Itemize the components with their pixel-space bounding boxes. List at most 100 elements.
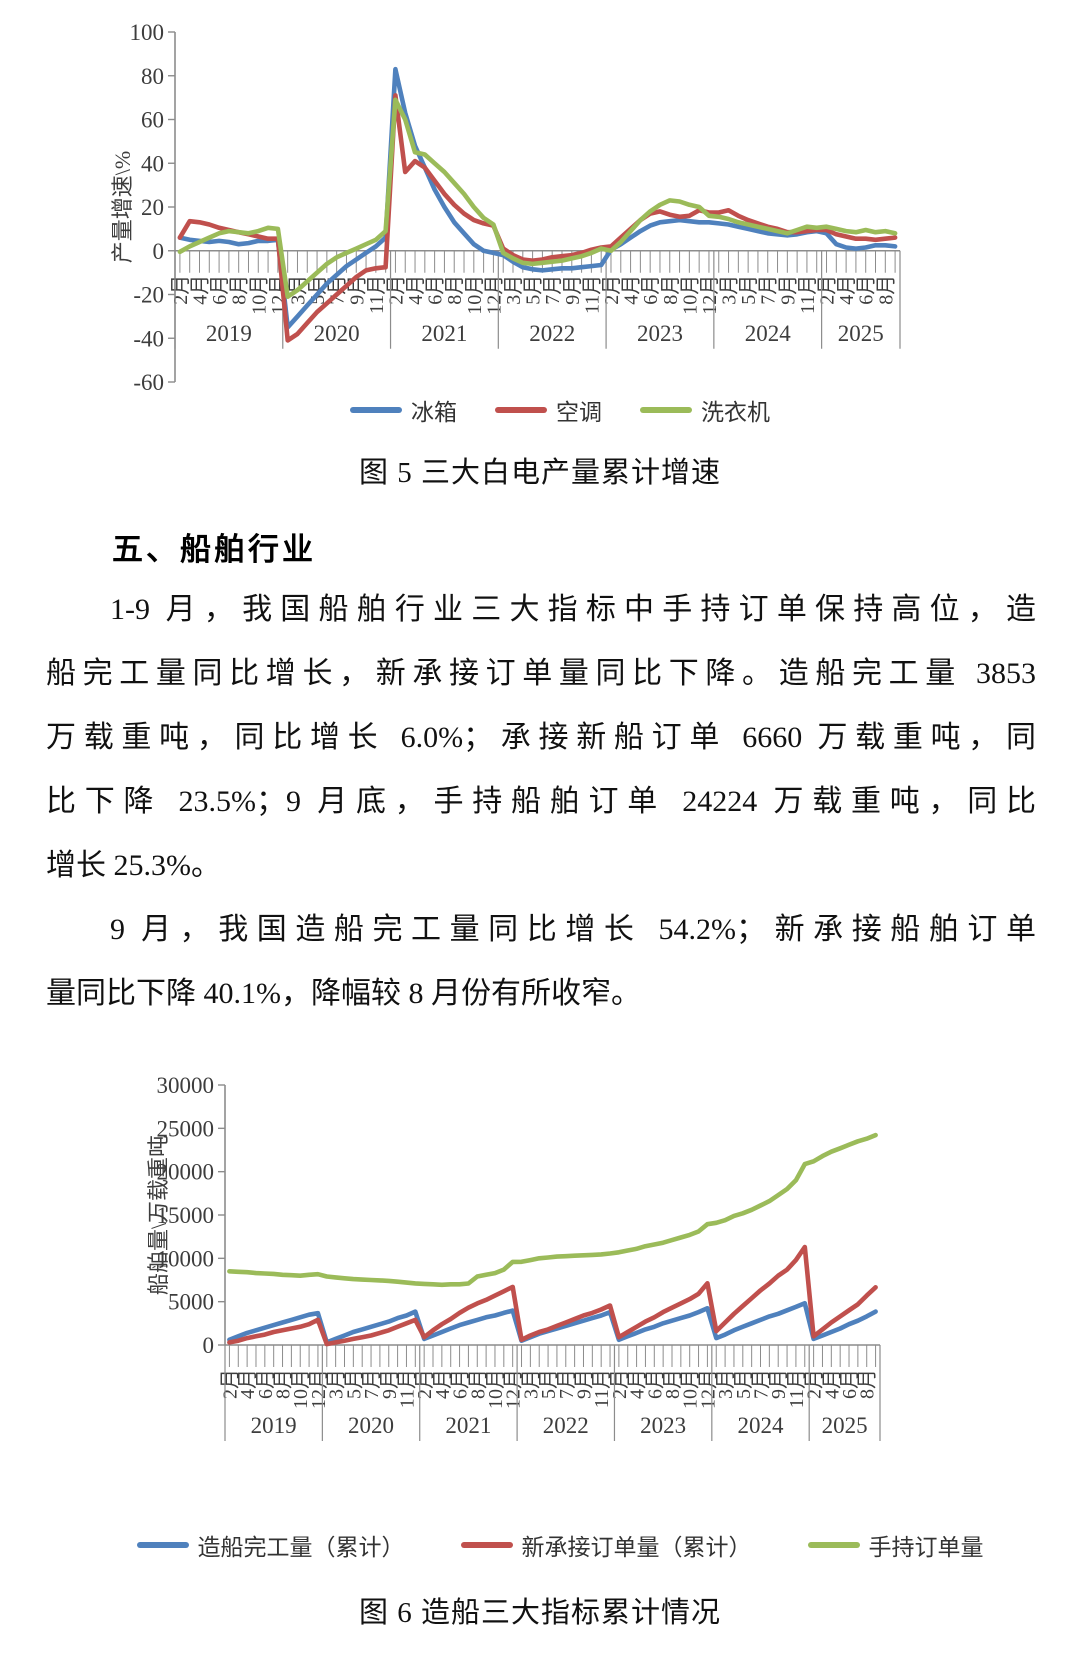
year-label: 2023 <box>640 1413 686 1438</box>
body-text: 1-9 月，我国船舶行业三大指标中手持订单保持高位，造 船完工量同比增长，新承接… <box>46 578 1036 1026</box>
month-tick-label: 11月 <box>786 1369 808 1408</box>
y-axis-tick-label: 30000 <box>157 1073 215 1098</box>
y-axis-tick-label: 0 <box>203 1333 215 1358</box>
series-line-2 <box>177 97 898 300</box>
month-tick-label: 9月 <box>768 1369 790 1399</box>
legend-label: 手持订单量 <box>868 1535 984 1560</box>
series-line-1 <box>227 1244 878 1347</box>
month-tick-label: 5月 <box>733 1369 755 1399</box>
month-tick-label: 7月 <box>361 1369 383 1399</box>
month-tick-label: 9月 <box>562 275 584 305</box>
month-tick-label: 9月 <box>777 275 799 305</box>
paragraph-line: 船完工量同比增长，新承接订单量同比下降。造船完工量 3853 <box>46 657 1036 690</box>
y-axis-title: 船舶量\万载重吨 <box>146 1135 171 1295</box>
month-tick-label: 4月 <box>821 1369 843 1399</box>
year-label: 2023 <box>637 321 683 346</box>
figure5-legend: 冰箱 空调 洗衣机 <box>80 393 1040 427</box>
year-label: 2019 <box>251 1413 297 1438</box>
month-tick-label: 11月 <box>581 275 603 314</box>
month-tick-label: 6月 <box>644 1369 666 1399</box>
month-tick-label: 6月 <box>425 275 447 305</box>
y-axis-tick-label: 20 <box>141 195 164 220</box>
legend-label: 空调 <box>556 400 602 425</box>
month-tick-label: 8月 <box>660 275 682 305</box>
legend-item: 新承接订单量（累计） <box>460 1528 752 1562</box>
legend-label: 冰箱 <box>411 400 457 425</box>
year-label: 2021 <box>421 321 467 346</box>
y-axis-tick-label: 40 <box>141 151 164 176</box>
y-axis-tick-label: 5000 <box>168 1290 214 1315</box>
series-line-2 <box>227 1132 878 1288</box>
y-axis-tick-label: 15000 <box>157 1203 215 1228</box>
month-tick-label: 9月 <box>573 1369 595 1399</box>
month-tick-label: 8月 <box>273 1369 295 1399</box>
legend-item: 洗衣机 <box>640 393 770 427</box>
y-axis-tick-label: 10000 <box>157 1246 215 1271</box>
month-tick-label: 8月 <box>662 1369 684 1399</box>
month-tick-label: 4月 <box>405 275 427 305</box>
month-tick-label: 8月 <box>229 275 251 305</box>
figure6-legend: 造船完工量（累计） 新承接订单量（累计） 手持订单量 <box>60 1528 1060 1562</box>
paragraph-line: 比下降 23.5%；9 月底，手持船舶订单 24224 万载重吨，同比 <box>46 785 1036 818</box>
month-tick-label: 10月 <box>464 275 486 315</box>
paragraph-line: 9 月，我国造船完工量同比增长 54.2%；新承接船舶订单 <box>110 913 1036 946</box>
legend-label: 造船完工量（累计） <box>197 1535 405 1560</box>
legend-line-swatch <box>460 1542 513 1548</box>
legend-item: 手持订单量 <box>807 1528 984 1562</box>
month-tick-label: 11月 <box>366 275 388 314</box>
figure6-caption: 图 6 造船三大指标累计情况 <box>358 1597 721 1629</box>
month-tick-label: 3月 <box>719 275 741 305</box>
year-label: 2024 <box>738 1413 785 1438</box>
month-tick-label: 8月 <box>444 275 466 305</box>
month-tick-label: 3月 <box>503 275 525 305</box>
month-tick-label: 7月 <box>542 275 564 305</box>
legend-line-swatch <box>136 1542 189 1548</box>
y-axis-tick-label: 60 <box>141 108 164 133</box>
month-tick-label: 10月 <box>248 275 270 315</box>
month-tick-label: 6月 <box>839 1369 861 1399</box>
month-tick-label: 7月 <box>556 1369 578 1399</box>
month-tick-label: 12月 <box>308 1369 330 1409</box>
month-tick-label: 3月 <box>326 1369 348 1399</box>
month-tick-label: 6月 <box>450 1369 472 1399</box>
paragraph-line: 量同比下降 40.1%，降幅较 8 月份有所收窄。 <box>46 977 641 1010</box>
month-tick-label: 8月 <box>875 275 897 305</box>
year-label: 2020 <box>314 321 360 346</box>
year-label: 2019 <box>206 321 252 346</box>
month-tick-label: 5月 <box>523 275 545 305</box>
month-tick-label: 6月 <box>640 275 662 305</box>
year-label: 2020 <box>348 1413 394 1438</box>
paragraph-line: 增长 25.3%。 <box>46 849 221 882</box>
y-axis-tick-label: 25000 <box>157 1116 215 1141</box>
figure5-line-chart: -60-40-200204060801002月4月6月8月10月12月3月5月7… <box>110 20 901 395</box>
legend-line-swatch <box>807 1542 860 1548</box>
legend-line-swatch <box>495 407 547 413</box>
year-label: 2022 <box>529 321 575 346</box>
month-tick-label: 4月 <box>237 1369 259 1399</box>
month-tick-label: 12月 <box>697 1369 719 1409</box>
year-label: 2021 <box>445 1413 491 1438</box>
y-axis-tick-label: -60 <box>133 370 164 395</box>
paragraph-line: 1-9 月，我国船舶行业三大指标中手持订单保持高位，造 <box>110 593 1036 626</box>
paragraph-line: 万载重吨，同比增长 6.0%；承接新船订单 6660 万载重吨，同 <box>46 721 1036 754</box>
month-tick-label: 12月 <box>483 275 505 315</box>
month-tick-label: 4月 <box>432 1369 454 1399</box>
month-tick-label: 4月 <box>627 1369 649 1399</box>
figure6-line-chart: 0500010000150002000025000300002月4月6月8月10… <box>146 1073 881 1441</box>
month-tick-label: 6月 <box>255 1369 277 1399</box>
y-axis-tick-label: 100 <box>130 20 165 45</box>
legend-item: 冰箱 <box>350 393 457 427</box>
month-tick-label: 5月 <box>738 275 760 305</box>
month-tick-label: 3月 <box>520 1369 542 1399</box>
month-tick-label: 4月 <box>836 275 858 305</box>
legend-label: 洗衣机 <box>701 400 770 425</box>
month-tick-label: 6月 <box>856 275 878 305</box>
legend-line-swatch <box>640 407 692 413</box>
month-tick-label: 11月 <box>591 1369 613 1408</box>
month-tick-label: 10月 <box>485 1369 507 1409</box>
y-axis-tick-label: 80 <box>141 64 164 89</box>
month-tick-label: 8月 <box>857 1369 879 1399</box>
legend-item: 空调 <box>495 393 602 427</box>
month-tick-label: 7月 <box>758 275 780 305</box>
